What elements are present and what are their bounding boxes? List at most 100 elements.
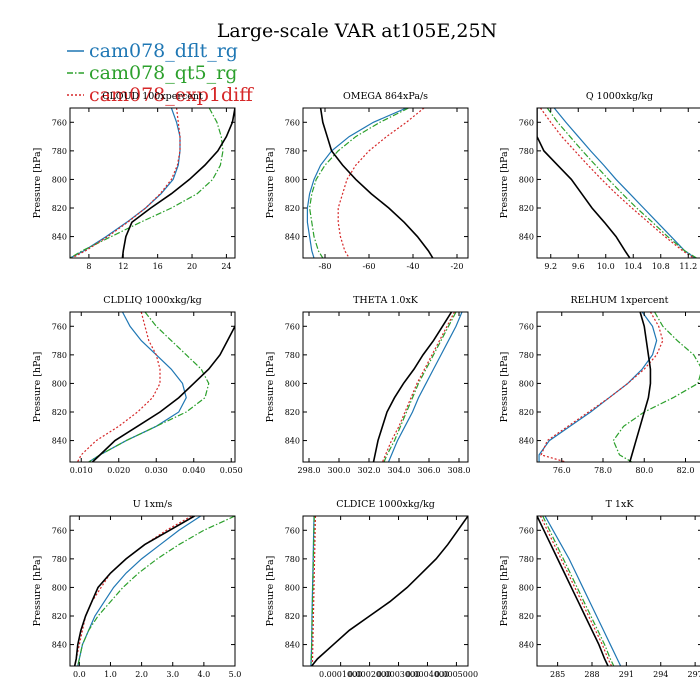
series-line-cam078_dflt_rg <box>70 108 181 258</box>
y-tick-label: 820 <box>285 408 300 417</box>
x-tick-label: 9.6 <box>572 262 585 271</box>
panel-frame <box>69 311 236 463</box>
y-tick-label: 760 <box>52 526 67 535</box>
x-tick-label: 302.0 <box>358 466 381 475</box>
series-line-obs <box>537 108 631 258</box>
panel: CLOUD 100xpercent 760 780 800 820 840 8 12 16 20 2… <box>32 91 236 271</box>
y-tick-label: 840 <box>285 437 300 446</box>
x-tick-label: 82.0 <box>677 466 695 475</box>
x-tick-label: 308.0 <box>448 466 471 475</box>
panel-frame <box>536 311 700 463</box>
y-tick-label: 780 <box>285 555 300 564</box>
series-line-cam078_qt5_rg <box>612 312 700 462</box>
series-line-cam078_qt5_rg <box>542 516 615 666</box>
panel: RELHUM 1xpercent 760 780 800 820 840 76.0 78.0 8… <box>499 295 700 475</box>
series-line-cam078_dflt_rg <box>306 108 407 258</box>
y-tick-label: 760 <box>519 526 534 535</box>
x-tick-label: 0.0003000 <box>377 670 420 679</box>
x-tick-label: 10.8 <box>652 262 670 271</box>
x-tick-label: 5.0 <box>229 670 242 679</box>
panel-title: THETA 1.0xK <box>353 295 419 306</box>
panel: Q 1000xkg/kg 760 780 800 820 840 9.2 9.6 10.0 10.… <box>499 91 700 271</box>
series-line-cam078_dflt_rg <box>88 312 187 462</box>
x-tick-label: 20 <box>187 262 197 271</box>
panel-title: Q 1000xkg/kg <box>586 91 653 102</box>
panel: CLDLIQ 1000xkg/kg 760 780 800 820 840 0.010 0.0… <box>32 295 243 475</box>
y-tick-label: 820 <box>285 204 300 213</box>
plot-area <box>538 312 700 462</box>
x-tick-label: 78.0 <box>594 466 612 475</box>
panel-frame <box>302 311 469 463</box>
y-axis-label: Pressure [hPa] <box>32 556 43 627</box>
x-tick-label: 0.0001000 <box>319 670 362 679</box>
series-line-cam078_qt5_rg <box>310 516 315 666</box>
x-tick-label: -80 <box>319 262 332 271</box>
plot-area <box>73 516 235 666</box>
y-axis-label: Pressure [hPa] <box>32 352 43 423</box>
x-tick-label: 0.050 <box>220 466 243 475</box>
series-line-obs <box>73 516 195 666</box>
y-axis-label: Pressure [hPa] <box>32 148 43 219</box>
y-tick-label: 780 <box>52 351 67 360</box>
panel-title: U 1xm/s <box>133 499 173 510</box>
x-tick-label: 12 <box>118 262 128 271</box>
panel-title: OMEGA 864xPa/s <box>343 91 428 102</box>
panel-title: RELHUM 1xpercent <box>571 295 669 306</box>
x-tick-label: 0.0 <box>73 670 86 679</box>
y-tick-label: 820 <box>52 204 67 213</box>
series-line-cam078_dflt_rg <box>77 516 202 666</box>
y-tick-label: 760 <box>519 322 534 331</box>
x-tick-label: 9.2 <box>544 262 557 271</box>
legend-label: cam078_qt5_rg <box>89 62 237 84</box>
y-tick-label: 760 <box>285 526 300 535</box>
x-tick-label: 0.010 <box>70 466 93 475</box>
y-tick-label: 760 <box>519 118 534 127</box>
y-axis-label: Pressure [hPa] <box>499 352 510 423</box>
x-tick-label: 306.0 <box>418 466 441 475</box>
y-axis-label: Pressure [hPa] <box>265 556 276 627</box>
panel-frame <box>536 107 700 259</box>
panel: U 1xm/s 760 780 800 820 840 0.0 1.0 2.0 3.0 4.0 5.0… <box>32 499 241 679</box>
series-line-cam078_exp1diff <box>539 516 613 666</box>
legend-item: cam078_exp1diff <box>67 84 254 106</box>
y-axis-label: Pressure [hPa] <box>499 148 510 219</box>
series-line-obs <box>537 516 609 666</box>
panel: T 1xK 760 780 800 820 840 285 288 291 294 297 Press… <box>499 499 700 679</box>
x-tick-label: 80.0 <box>635 466 653 475</box>
series-line-cam078_qt5_rg <box>88 312 210 462</box>
series-line-cam078_dflt_rg <box>387 312 463 462</box>
x-tick-label: 11.2 <box>679 262 697 271</box>
y-tick-label: 820 <box>519 204 534 213</box>
y-tick-label: 760 <box>52 322 67 331</box>
x-tick-label: 8 <box>86 262 91 271</box>
x-tick-label: 0.020 <box>107 466 130 475</box>
panel-title: CLDICE 1000xkg/kg <box>336 499 435 510</box>
plot-area <box>537 108 697 258</box>
y-tick-label: 840 <box>519 233 534 242</box>
y-tick-label: 800 <box>52 379 67 388</box>
y-tick-label: 780 <box>519 351 534 360</box>
y-tick-label: 780 <box>519 555 534 564</box>
legend-item: cam078_qt5_rg <box>67 62 237 84</box>
y-tick-label: 760 <box>285 322 300 331</box>
plot-area <box>310 516 468 666</box>
series-line-obs <box>629 312 652 462</box>
series-line-cam078_qt5_rg <box>70 108 224 258</box>
x-tick-label: 76.0 <box>553 466 571 475</box>
x-tick-label: 1.0 <box>104 670 117 679</box>
plot-area <box>306 108 434 258</box>
y-tick-label: 800 <box>519 583 534 592</box>
series-line-cam078_exp1diff <box>337 108 425 258</box>
panel-title: CLDLIQ 1000xkg/kg <box>103 295 201 306</box>
y-tick-label: 840 <box>52 233 67 242</box>
y-tick-label: 800 <box>285 175 300 184</box>
x-tick-label: 0.030 <box>145 466 168 475</box>
x-tick-label: 16 <box>153 262 163 271</box>
y-axis-label: Pressure [hPa] <box>499 556 510 627</box>
panel-frame <box>536 515 700 667</box>
series-line-obs <box>372 312 453 462</box>
panel-frame <box>69 515 236 667</box>
plot-area <box>372 312 463 462</box>
panel-grid: CLOUD 100xpercent 760 780 800 820 840 8 12 16 20 2… <box>32 91 700 679</box>
